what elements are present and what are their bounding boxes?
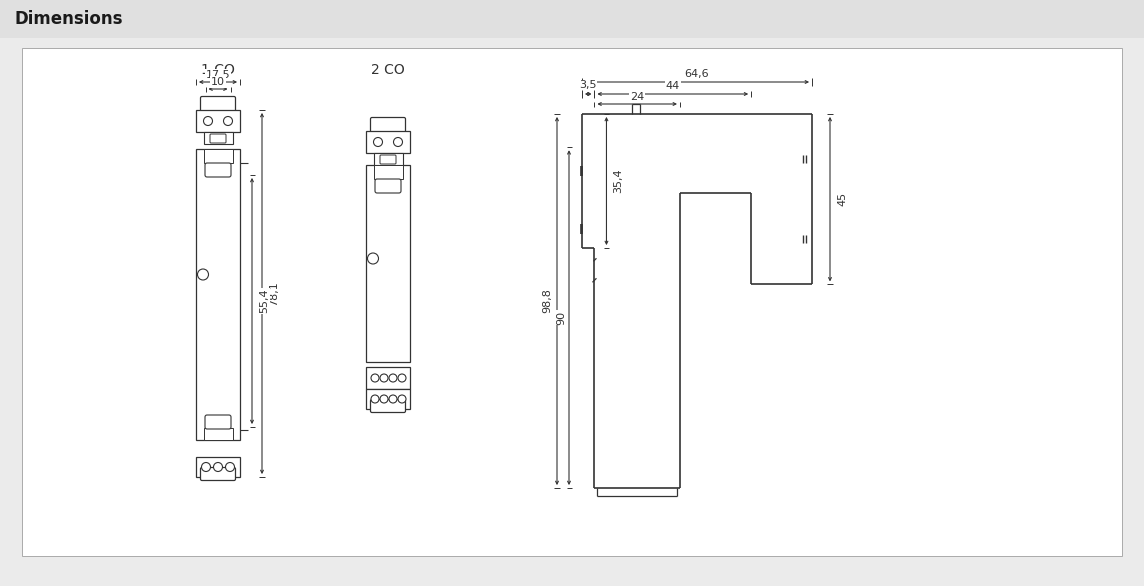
Text: 10: 10 (210, 77, 225, 87)
Text: 2 CO: 2 CO (371, 63, 405, 77)
Circle shape (371, 374, 379, 382)
Text: 45: 45 (837, 192, 847, 206)
Bar (204, 428, 232, 440)
FancyBboxPatch shape (210, 134, 227, 143)
Text: 98,8: 98,8 (542, 288, 553, 314)
Circle shape (398, 395, 406, 403)
Bar (366, 367, 410, 389)
Circle shape (201, 462, 210, 472)
Text: 1 CO: 1 CO (201, 63, 235, 77)
Text: Dimensions: Dimensions (14, 10, 122, 28)
Circle shape (371, 395, 379, 403)
Circle shape (198, 269, 208, 280)
Bar (0, 0, 1144, 38)
Text: 24: 24 (630, 92, 644, 102)
Bar (366, 131, 410, 153)
Circle shape (398, 374, 406, 382)
FancyBboxPatch shape (380, 155, 396, 164)
Circle shape (389, 374, 397, 382)
Bar (22, 48, 1122, 556)
Circle shape (394, 138, 403, 146)
Bar (196, 110, 240, 132)
Text: 44: 44 (666, 81, 680, 91)
Circle shape (223, 117, 232, 125)
FancyBboxPatch shape (371, 118, 405, 132)
Bar (204, 132, 232, 144)
Circle shape (380, 395, 388, 403)
Bar (366, 165, 410, 362)
Bar (373, 165, 403, 179)
Circle shape (225, 462, 235, 472)
Circle shape (204, 117, 213, 125)
Circle shape (367, 253, 379, 264)
Text: 64,6: 64,6 (685, 69, 709, 79)
Bar (373, 153, 403, 165)
FancyBboxPatch shape (375, 179, 402, 193)
Circle shape (373, 138, 382, 146)
Circle shape (214, 462, 222, 472)
Bar (196, 149, 240, 440)
Bar (366, 389, 410, 409)
Circle shape (380, 374, 388, 382)
Text: 90: 90 (556, 311, 566, 325)
FancyBboxPatch shape (205, 415, 231, 429)
Bar (196, 457, 240, 477)
FancyBboxPatch shape (200, 97, 236, 111)
Text: 35,4: 35,4 (613, 169, 623, 193)
FancyBboxPatch shape (371, 400, 405, 413)
Text: 78,1: 78,1 (269, 281, 279, 306)
FancyBboxPatch shape (200, 468, 236, 481)
Text: 17,5: 17,5 (206, 70, 230, 80)
Bar (204, 149, 232, 163)
FancyBboxPatch shape (205, 163, 231, 177)
Text: 55,4: 55,4 (259, 289, 269, 314)
Text: 3,5: 3,5 (580, 80, 597, 90)
Circle shape (389, 395, 397, 403)
